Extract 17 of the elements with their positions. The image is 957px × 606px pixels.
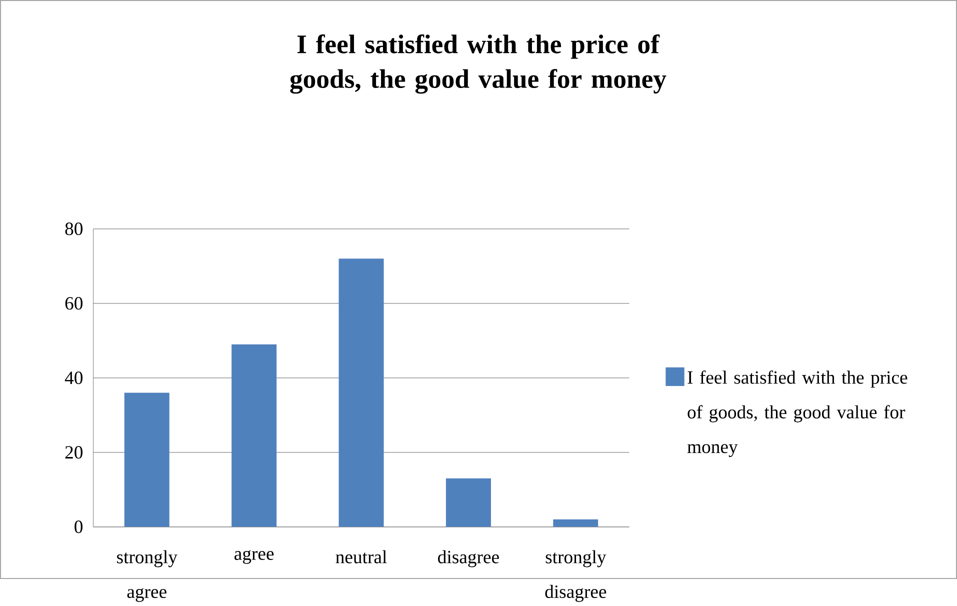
y-tick-label: 60	[65, 296, 83, 310]
y-tick-label: 20	[65, 446, 83, 458]
y-tick-label: 40	[64, 371, 83, 384]
bar	[446, 478, 491, 527]
x-tick-label: strongly agree	[117, 550, 178, 602]
x-tick-label: neutral	[336, 550, 387, 564]
chart-title: I feel satisfied with the price of goods, the good value for money	[290, 34, 666, 94]
x-tick-label: strongly disagree	[545, 550, 606, 602]
bar	[124, 392, 170, 527]
y-tick-label: 80	[65, 222, 83, 235]
x-tick-label: agree	[234, 550, 274, 564]
legend-label: I feel satisfied with the price of goods, the good value for money	[687, 370, 908, 457]
bar	[553, 519, 598, 527]
bar	[232, 344, 277, 527]
y-tick-label: 0	[74, 520, 83, 533]
bar	[338, 258, 384, 527]
x-tick-label: disagree	[438, 550, 499, 568]
